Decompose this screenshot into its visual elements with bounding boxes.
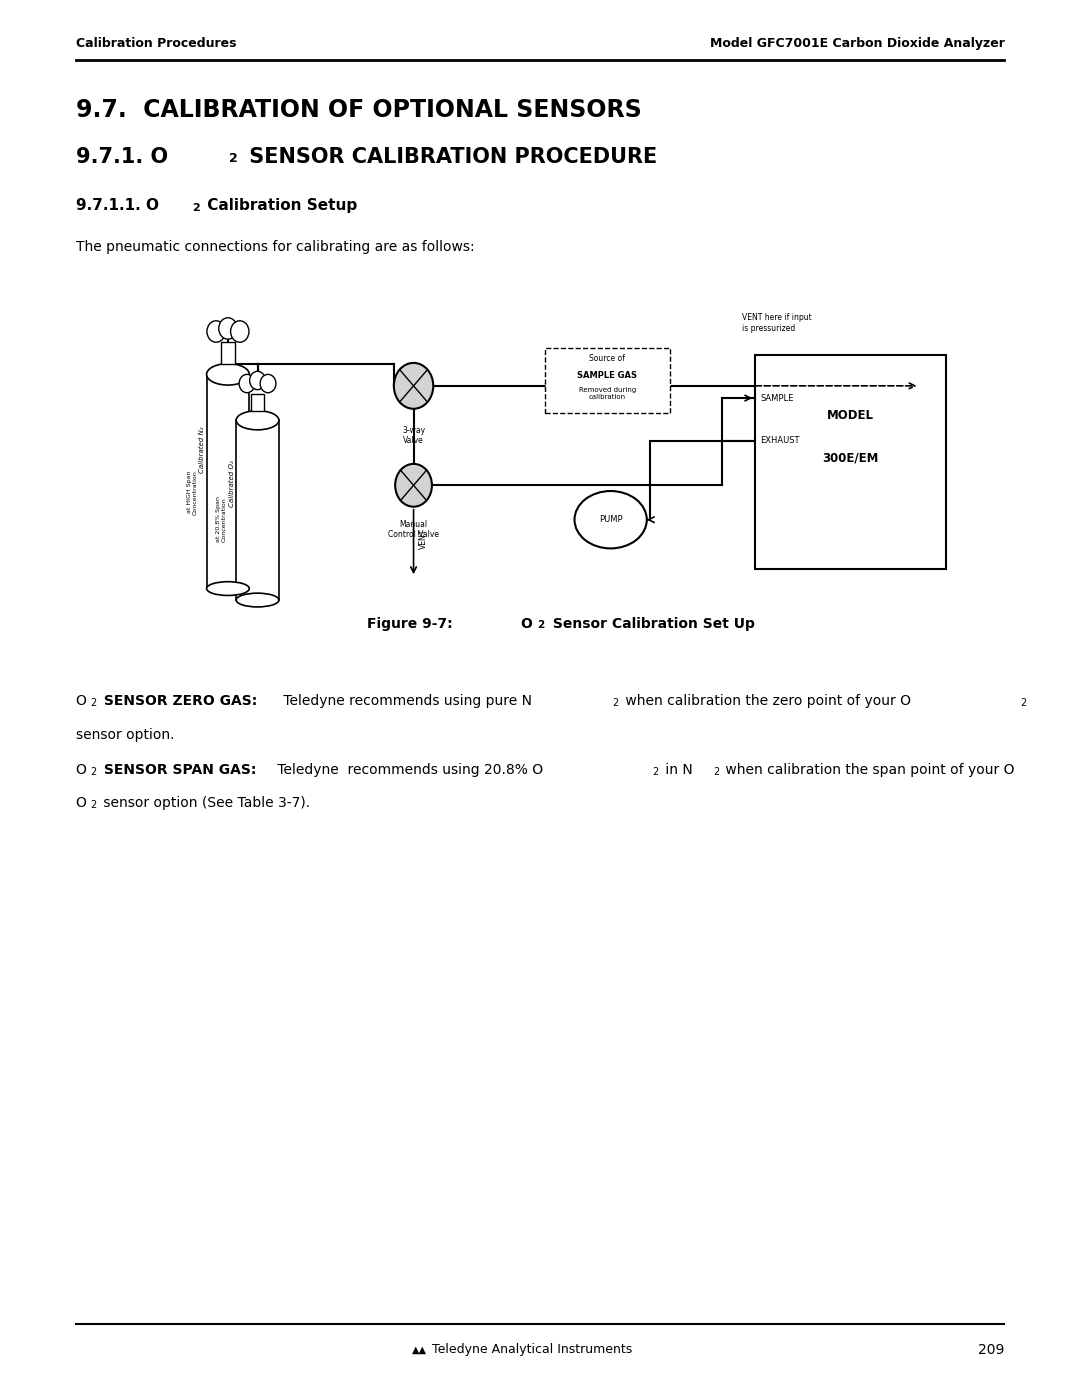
Circle shape [230, 321, 249, 342]
Text: Figure 9-7:: Figure 9-7: [367, 617, 453, 631]
Ellipse shape [206, 581, 249, 595]
Circle shape [395, 464, 432, 507]
Text: Teledyne Analytical Instruments: Teledyne Analytical Instruments [432, 1343, 632, 1356]
Text: 2: 2 [612, 698, 619, 708]
Text: 2: 2 [192, 203, 200, 212]
Text: The pneumatic connections for calibrating are as follows:: The pneumatic connections for calibratin… [76, 240, 474, 254]
Text: O: O [76, 763, 86, 777]
Text: in N: in N [661, 763, 692, 777]
Text: 2: 2 [91, 800, 97, 810]
Text: Calibrated N₂: Calibrated N₂ [199, 426, 205, 472]
Circle shape [207, 321, 226, 342]
Text: 9.7.1.1. O: 9.7.1.1. O [76, 198, 159, 214]
Text: Sensor Calibration Set Up: Sensor Calibration Set Up [548, 617, 755, 631]
Text: 3-way
Valve: 3-way Valve [402, 426, 426, 446]
Text: O: O [76, 694, 86, 708]
Text: Removed during
calibration: Removed during calibration [579, 387, 636, 401]
Bar [545, 348, 670, 412]
Bar [221, 342, 234, 363]
Text: 209: 209 [978, 1343, 1004, 1356]
Text: 9.7.  CALIBRATION OF OPTIONAL SENSORS: 9.7. CALIBRATION OF OPTIONAL SENSORS [76, 98, 642, 122]
Bar [206, 374, 249, 588]
Text: when calibration the span point of your O: when calibration the span point of your … [721, 763, 1015, 777]
Text: 300E/EM: 300E/EM [822, 451, 879, 465]
Ellipse shape [237, 411, 279, 430]
Text: 2: 2 [537, 620, 544, 630]
Text: 2: 2 [91, 767, 97, 777]
Text: PUMP: PUMP [598, 515, 622, 524]
Text: 9.7.1. O: 9.7.1. O [76, 147, 167, 166]
Text: Teledyne recommends using pure N: Teledyne recommends using pure N [279, 694, 531, 708]
Ellipse shape [206, 363, 249, 386]
Text: at HIGH Span
Concentration: at HIGH Span Concentration [187, 469, 198, 514]
Text: SAMPLE: SAMPLE [760, 394, 794, 402]
Text: at 20.8% Span
Concentration: at 20.8% Span Concentration [216, 496, 227, 542]
Circle shape [249, 372, 266, 390]
Text: Teledyne  recommends using 20.8% O: Teledyne recommends using 20.8% O [273, 763, 543, 777]
Text: O: O [76, 796, 86, 810]
Text: Manual
Control Valve: Manual Control Valve [388, 520, 440, 539]
Text: SENSOR SPAN GAS:: SENSOR SPAN GAS: [99, 763, 257, 777]
Text: 2: 2 [713, 767, 719, 777]
Bar [237, 420, 279, 601]
Text: Calibration Procedures: Calibration Procedures [76, 38, 237, 50]
Text: SENSOR CALIBRATION PROCEDURE: SENSOR CALIBRATION PROCEDURE [242, 147, 657, 166]
Text: Source of: Source of [590, 353, 625, 363]
Text: sensor option.: sensor option. [76, 728, 174, 742]
Text: VENT here if input
is pressurized: VENT here if input is pressurized [742, 313, 812, 332]
Text: SENSOR ZERO GAS:: SENSOR ZERO GAS: [99, 694, 258, 708]
Text: 2: 2 [91, 698, 97, 708]
Text: VENT: VENT [419, 528, 428, 549]
Text: EXHAUST: EXHAUST [760, 436, 800, 446]
Text: MODEL: MODEL [827, 409, 874, 422]
Text: 2: 2 [1021, 698, 1027, 708]
Text: ▲▲: ▲▲ [411, 1344, 427, 1355]
Text: Calibrated O₂: Calibrated O₂ [229, 460, 234, 507]
Text: sensor option (See Table 3-7).: sensor option (See Table 3-7). [99, 796, 310, 810]
Ellipse shape [237, 594, 279, 606]
Circle shape [239, 374, 255, 393]
Text: O: O [521, 617, 532, 631]
Text: 2: 2 [229, 152, 238, 165]
Ellipse shape [575, 490, 647, 549]
Bar [251, 394, 265, 411]
Text: Calibration Setup: Calibration Setup [202, 198, 357, 214]
Text: SAMPLE GAS: SAMPLE GAS [578, 370, 637, 380]
Circle shape [219, 317, 238, 339]
Text: 2: 2 [652, 767, 659, 777]
Text: Model GFC7001E Carbon Dioxide Analyzer: Model GFC7001E Carbon Dioxide Analyzer [710, 38, 1004, 50]
Bar [755, 355, 946, 570]
Circle shape [394, 363, 433, 409]
Circle shape [260, 374, 275, 393]
Text: when calibration the zero point of your O: when calibration the zero point of your … [621, 694, 912, 708]
